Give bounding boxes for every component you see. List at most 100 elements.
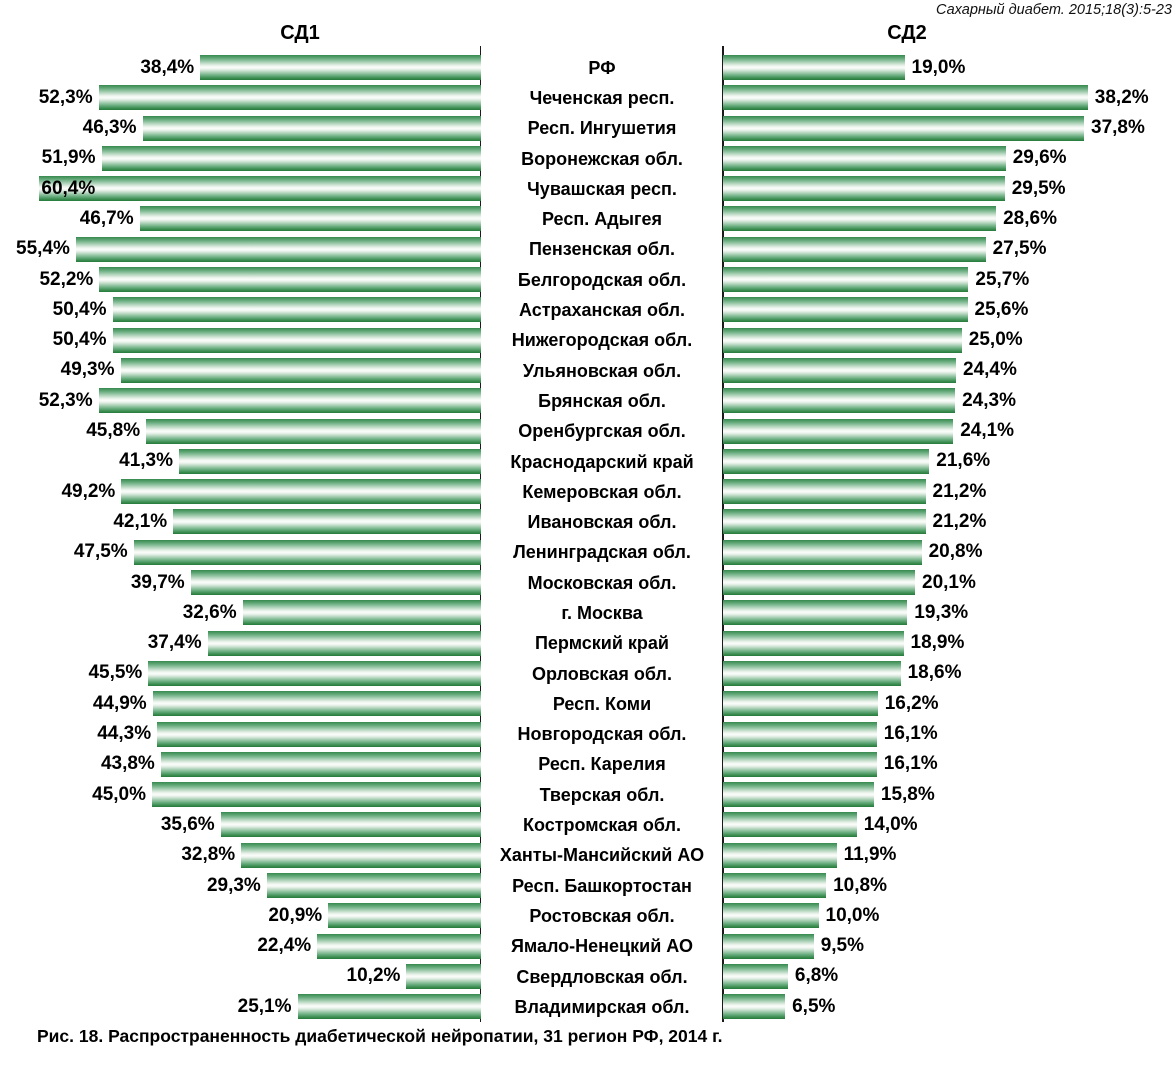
sd2-bar [723,721,877,747]
sd1-bar [173,509,481,535]
sd1-value-label: 46,3% [82,117,137,139]
sd2-value-label: 16,1% [883,723,938,745]
sd2-bar [723,236,986,262]
sd1-value-label: 29,3% [206,874,261,896]
sd2-value-label: 15,8% [880,783,935,805]
sd1-bar [112,297,481,323]
sd1-row: 22,4% [0,932,481,962]
sd2-row: 16,2% [723,689,1176,719]
region-label: Респ. Ингушетия [527,118,677,139]
sd1-bar [160,751,481,777]
sd1-bar [139,206,481,232]
sd2-row: 21,6% [723,447,1176,477]
region-label: Респ. Башкортостан [512,875,692,896]
sd2-value-label: 14,0% [863,813,918,835]
region-label: Орловская обл. [532,663,672,684]
sd1-row: 52,3% [0,386,481,416]
sd1-value-label: 60,4% [41,177,96,199]
sd1-row: 49,3% [0,356,481,386]
region-label: Чеченская респ. [529,87,675,108]
sd1-value-label: 50,4% [52,329,107,351]
region-label: Костромская обл. [522,815,682,836]
sd1-bar [179,448,481,474]
sd2-row: 20,1% [723,568,1176,598]
sd2-value-label: 18,6% [907,662,962,684]
sd2-value-label: 11,9% [843,844,897,866]
sd2-bar [723,115,1084,141]
sd1-value-label: 46,7% [79,207,134,229]
sd1-row: 25,1% [0,992,481,1022]
sd2-bar [723,570,915,596]
sd1-row: 46,7% [0,204,481,234]
region-label: Свердловская обл. [516,966,688,987]
sd2-row: 14,0% [723,810,1176,840]
sd2-value-label: 6,5% [792,995,836,1017]
sd1-bar [190,570,481,596]
sd2-row: 18,6% [723,659,1176,689]
region-label: Тверская обл. [539,784,665,805]
sd1-value-label: 52,3% [38,389,93,411]
region-label: Ульяновская обл. [522,360,682,381]
sd1-bar [148,660,481,686]
sd2-row: 28,6% [723,204,1176,234]
sd1-bar [207,630,481,656]
sd2-row: 24,3% [723,386,1176,416]
sd2-bars-panel: 19,0% 38,2% 37,8% 29,6% 29,5% 28,6% 27,5% 25,7%… [723,53,1176,1023]
sd1-value-label: 44,3% [97,723,152,745]
sd1-value-label: 22,4% [257,935,312,957]
region-label: г. Москва [561,602,643,623]
sd1-bar [99,267,481,293]
sd1-bar [75,236,481,262]
sd1-bar [328,903,481,929]
sd2-row: 10,0% [723,901,1176,931]
sd1-value-label: 41,3% [119,450,173,472]
sd2-row: 37,8% [723,114,1176,144]
chart-title-sd1: СД1 [280,22,320,44]
sd1-bar [98,85,481,111]
sd1-bar [406,963,481,989]
sd2-value-label: 28,6% [1003,207,1057,229]
sd1-value-label: 51,9% [41,147,96,169]
sd2-bar [723,873,827,899]
region-label: Респ. Карелия [538,754,666,775]
sd1-value-label: 35,6% [160,813,215,835]
sd2-row: 24,4% [723,356,1176,386]
sd1-row: 37,4% [0,629,481,659]
sd2-bar [723,479,926,505]
sd1-row: 41,3% [0,447,481,477]
sd2-value-label: 27,5% [992,238,1047,260]
sd2-bar [723,357,956,383]
region-label: Астраханская обл. [518,300,686,321]
sd2-bar [723,539,922,565]
sd2-value-label: 21,2% [932,510,987,532]
region-label: Ямало-Ненецкий АО [510,936,694,957]
sd2-row: 21,2% [723,507,1176,537]
sd2-row: 16,1% [723,750,1176,780]
sd2-value-label: 24,1% [960,420,1015,442]
sd1-row: 29,3% [0,871,481,901]
region-label: Пермский край [534,633,669,654]
sd2-row: 20,8% [723,538,1176,568]
sd2-value-label: 16,1% [883,753,938,775]
sd2-row: 9,5% [723,932,1176,962]
sd2-value-label: 10,0% [825,904,880,926]
sd2-row: 29,5% [723,174,1176,204]
sd1-bar [120,357,481,383]
sd2-row: 25,7% [723,265,1176,295]
sd2-row: 21,2% [723,477,1176,507]
sd2-value-label: 10,8% [833,874,887,896]
sd1-row: 47,5% [0,538,481,568]
sd2-value-label: 24,3% [962,389,1016,411]
sd1-value-label: 32,8% [181,844,236,866]
sd2-row: 19,0% [723,53,1176,83]
sd2-value-label: 18,9% [910,632,965,654]
region-label: Краснодарский край [510,451,694,472]
sd2-bar [723,509,926,535]
sd1-bar [39,176,481,202]
sd1-row: 20,9% [0,901,481,931]
sd2-value-label: 16,2% [884,692,939,714]
sd1-row: 39,7% [0,568,481,598]
sd1-row: 32,8% [0,841,481,871]
region-label: Кемеровская обл. [522,481,682,502]
sd1-value-label: 47,5% [73,541,128,563]
